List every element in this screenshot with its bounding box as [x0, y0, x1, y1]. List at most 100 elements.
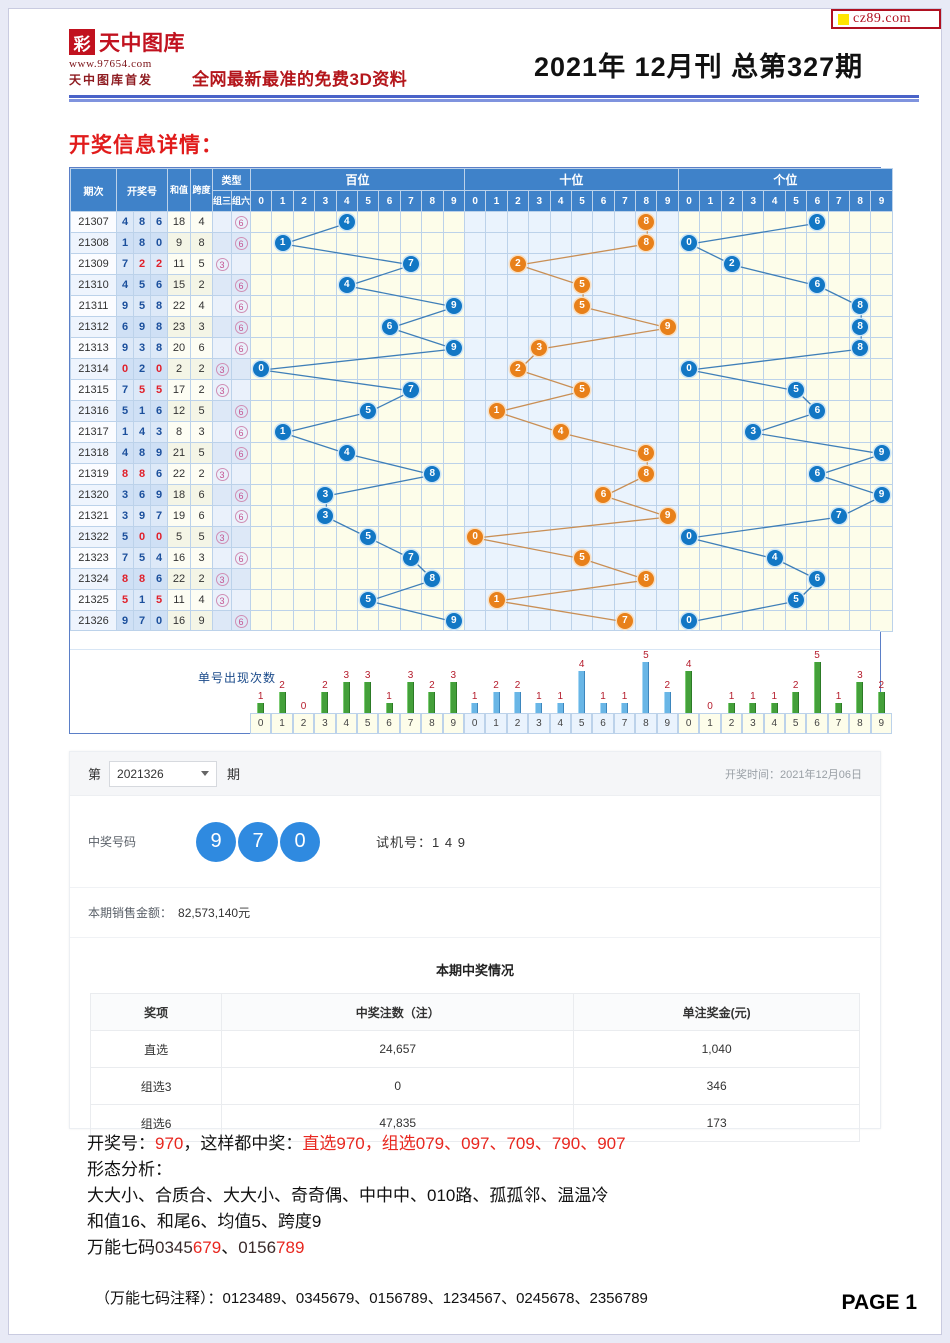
cell-trend-slot: [271, 484, 294, 506]
cell-trend-slot: [784, 442, 808, 464]
cell-trend-slot: [806, 526, 829, 548]
cell-trend-slot: [314, 211, 337, 233]
cell-trend-slot: 0: [250, 358, 273, 380]
cell-trend-slot: 4: [549, 421, 572, 443]
cell-trend-slot: [399, 568, 423, 590]
cell-trend-slot: [528, 379, 551, 401]
frequency-count: 1: [536, 691, 542, 702]
cell-trend-slot: 4: [763, 547, 786, 569]
cell-trend-slot: 7: [827, 505, 850, 527]
cell-type3: [212, 316, 233, 338]
period-select[interactable]: 2021326: [109, 760, 218, 787]
cell-trend-slot: [720, 358, 744, 380]
cell-trend-slot: [463, 232, 487, 254]
cell-trend-slot: [442, 484, 465, 506]
table-row: 21325 5 1 5 11 4 3 5 1 5: [70, 589, 893, 611]
cell-draw-digit: 4: [149, 547, 169, 569]
cell-trend-slot: [292, 400, 316, 422]
draw-time-value: 2021年12月06日: [780, 768, 862, 781]
cell-trend-slot: [848, 484, 872, 506]
cell-draw-digit: 8: [116, 463, 134, 485]
trend-ball: 8: [638, 445, 655, 461]
trend-ball: 5: [574, 550, 591, 566]
cell-trend-slot: 4: [335, 442, 358, 464]
cell-draw-digit: 8: [133, 463, 151, 485]
cell-trend-slot: [763, 484, 786, 506]
th-digit-9: 9: [656, 190, 679, 212]
cell-trend-slot: [720, 589, 744, 611]
cell-issue: 21314: [70, 358, 117, 380]
cell-trend-slot: [613, 505, 637, 527]
trend-ball: 7: [402, 382, 419, 398]
cell-trend-slot: [463, 442, 487, 464]
cell-trend-slot: [699, 253, 722, 275]
cell-trend-slot: [356, 316, 380, 338]
trend-ball: 8: [638, 214, 655, 230]
cell-trend-slot: [442, 400, 465, 422]
th-type3: 组三: [212, 190, 233, 212]
frequency-axis-tick: 3: [742, 713, 764, 734]
cell-trend-slot: [592, 274, 615, 296]
cell-trend-slot: [613, 589, 637, 611]
cell-trend-slot: [250, 232, 273, 254]
cell-type6: 6: [231, 295, 252, 317]
cell-trend-slot: [549, 526, 572, 548]
cell-trend-slot: [635, 547, 658, 569]
cell-trend-slot: [784, 505, 808, 527]
cell-trend-slot: [442, 232, 465, 254]
cell-trend-slot: [720, 505, 744, 527]
frequency-axis-tick: 9: [442, 713, 464, 734]
cell-trend-slot: [378, 526, 401, 548]
cell-trend-slot: [399, 463, 423, 485]
cell-trend-slot: [292, 253, 316, 275]
cell-trend-slot: [485, 442, 508, 464]
frequency-bar-column: 1: [742, 651, 763, 713]
cell-issue: 21313: [70, 337, 117, 359]
trend-ball: 5: [360, 529, 377, 545]
header-divider: [69, 95, 919, 102]
cell-issue: 21322: [70, 526, 117, 548]
cell-trend-slot: [421, 274, 444, 296]
cell-span: 3: [190, 547, 214, 569]
cell-trend-slot: [506, 568, 530, 590]
cell-trend-slot: 6: [378, 316, 401, 338]
cell-trend-slot: [314, 379, 337, 401]
frequency-bar-column: 2: [421, 651, 442, 713]
prize-table-row: 组选6 47,835 173: [89, 1104, 860, 1142]
universal-seven-b-dark: 0156: [238, 1238, 277, 1257]
th-digit-8: 8: [635, 190, 658, 212]
frequency-axis-tick: 8: [421, 713, 443, 734]
cell-span: 6: [190, 337, 214, 359]
cell-trend-slot: 5: [784, 379, 808, 401]
frequency-axis-tick: 2: [506, 713, 529, 734]
trend-ball: 4: [338, 445, 355, 461]
cell-trend-slot: [314, 568, 337, 590]
cell-trend-slot: [570, 253, 594, 275]
cell-trend-slot: [592, 589, 615, 611]
cell-trend-slot: 1: [485, 400, 508, 422]
cell-draw-digit: 4: [116, 211, 134, 233]
cell-trend-slot: [356, 337, 380, 359]
prize-table-head: 奖项 中奖注数（注） 单注奖金(元): [89, 993, 860, 1031]
cell-trend-slot: [656, 232, 679, 254]
cell-type3: [212, 442, 233, 464]
cell-trend-slot: 4: [335, 211, 358, 233]
cell-type6: [231, 568, 252, 590]
cell-trend-slot: [720, 232, 744, 254]
cell-trend-slot: [442, 505, 465, 527]
cell-draw-digit: 0: [149, 610, 169, 632]
analysis-line-2: 形态分析：: [87, 1160, 172, 1179]
cell-draw-digit: 5: [149, 379, 169, 401]
cell-draw-digit: 7: [116, 547, 134, 569]
cell-trend-slot: [806, 505, 829, 527]
cell-trend-slot: [848, 547, 872, 569]
cell-trend-slot: 5: [784, 589, 808, 611]
cell-trend-slot: [870, 295, 893, 317]
cell-trend-slot: [421, 505, 444, 527]
cell-trend-slot: [742, 295, 765, 317]
cell-trend-slot: [271, 337, 294, 359]
frequency-bar: [642, 662, 650, 713]
frequency-bar: [492, 692, 500, 713]
frequency-axis-tick: 9: [656, 713, 678, 734]
cell-trend-slot: [870, 505, 893, 527]
